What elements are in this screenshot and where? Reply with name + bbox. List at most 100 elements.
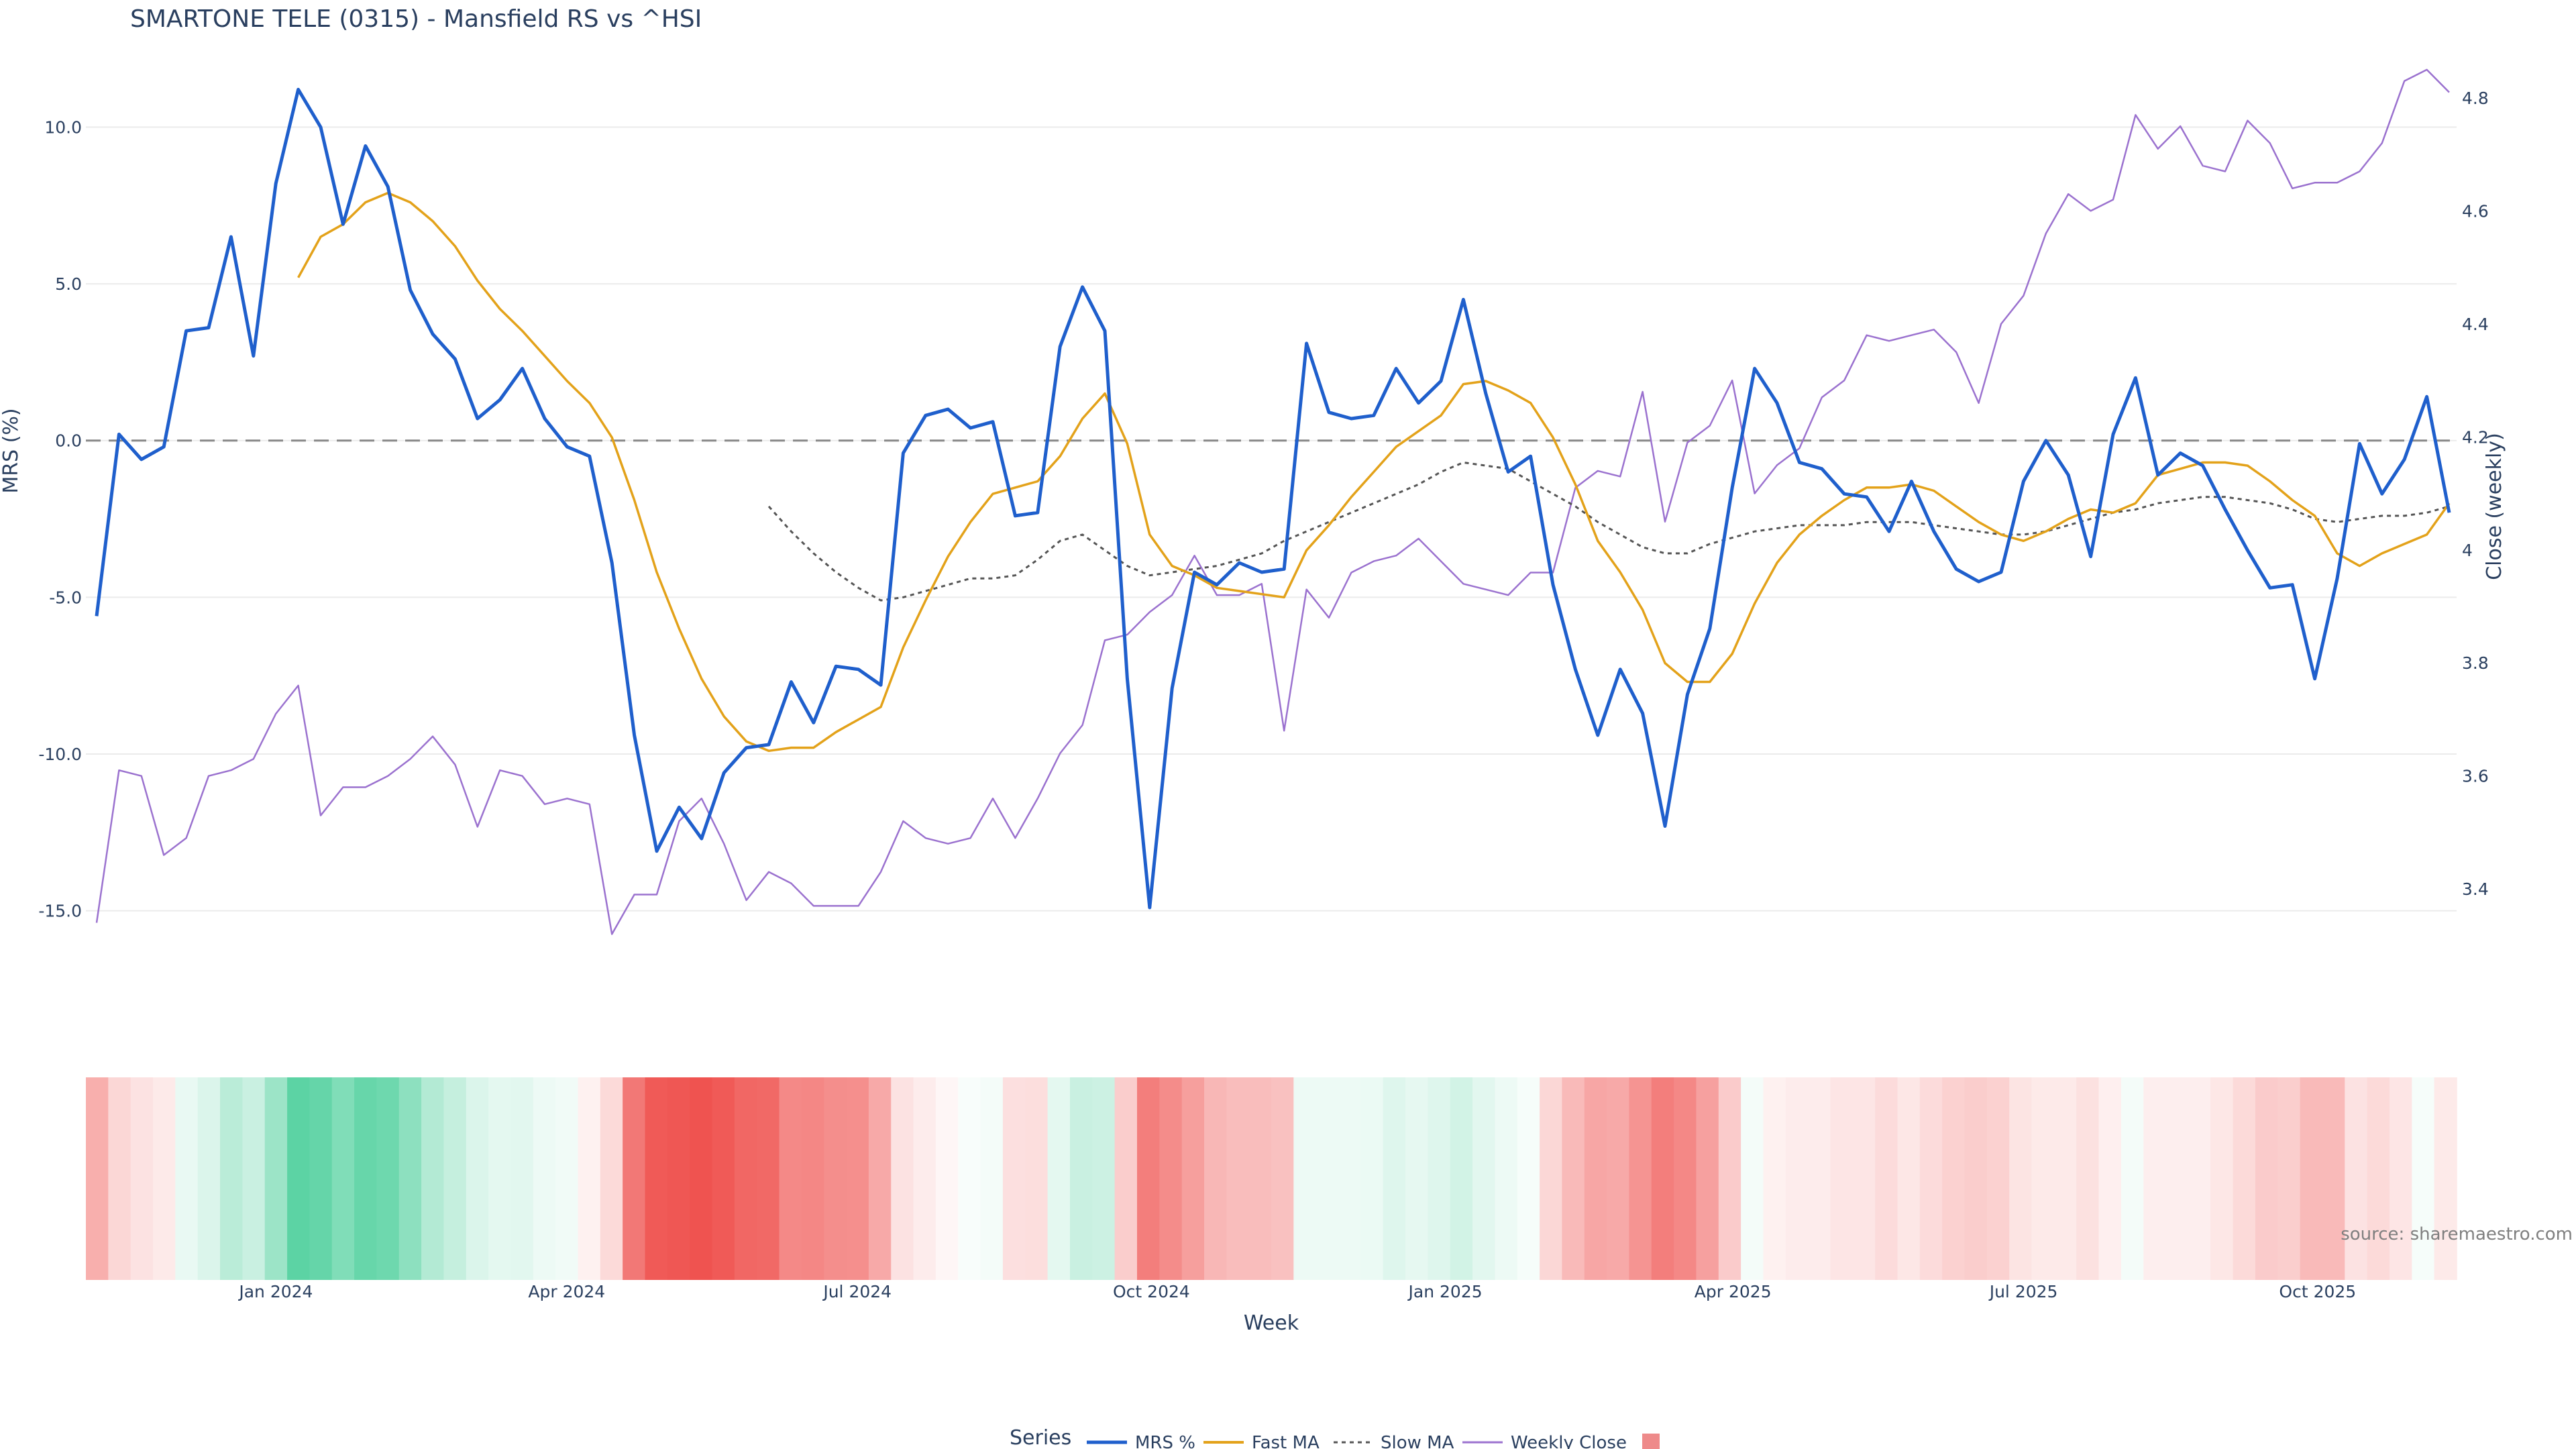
x-tick-label: Jul 2024 (822, 1282, 892, 1301)
heatmap-cell (1696, 1077, 1719, 1280)
right-y-axis-title: Close (weekly) (2483, 433, 2506, 580)
heatmap-cell (220, 1077, 244, 1280)
heatmap-cell (1718, 1077, 1741, 1280)
heatmap-cell (1092, 1077, 1116, 1280)
heatmap-cell (2031, 1077, 2055, 1280)
heatmap-cell (1562, 1077, 1585, 1280)
y-tick-label: 5.0 (55, 274, 82, 294)
heatmap-cell (2367, 1077, 2390, 1280)
heatmap-cell (1897, 1077, 1921, 1280)
heatmap-cell (1942, 1077, 1966, 1280)
heatmap-cell (1159, 1077, 1183, 1280)
heatmap-cell (2255, 1077, 2279, 1280)
x-tick-label: Jan 2025 (1407, 1282, 1483, 1301)
heatmap-cell (645, 1077, 668, 1280)
y2-tick-label: 4.4 (2462, 315, 2489, 334)
heatmap-cell (1785, 1077, 1809, 1280)
heatmap-cell (1248, 1077, 1272, 1280)
heatmap-cell (1428, 1077, 1451, 1280)
x-tick-label: Oct 2025 (2279, 1282, 2356, 1301)
heatmap-cell (488, 1077, 512, 1280)
heatmap-cell (2345, 1077, 2368, 1280)
legend-label-weekly-close: Weekly Close (1511, 1433, 1627, 1449)
series-line-slow-ma (767, 461, 2450, 602)
heatmap-cell (1271, 1077, 1295, 1280)
heatmap-cell (1338, 1077, 1362, 1280)
heatmap-cell (2121, 1077, 2145, 1280)
heatmap-cell (824, 1077, 847, 1280)
y-tick-label: 10.0 (44, 117, 82, 137)
heatmap-cell (578, 1077, 601, 1280)
heatmap-cell (1964, 1077, 1988, 1280)
heatmap-cell (421, 1077, 445, 1280)
x-tick-label: Apr 2025 (1695, 1282, 1772, 1301)
heatmap-cell (2389, 1077, 2413, 1280)
heatmap-cell (197, 1077, 221, 1280)
x-tick-label: Apr 2024 (528, 1282, 605, 1301)
heatmap-cell (1114, 1077, 1138, 1280)
heatmap-cell (1540, 1077, 1563, 1280)
heatmap-cell (801, 1077, 825, 1280)
heatmap-cell (2009, 1077, 2033, 1280)
legend-title: Series (1010, 1426, 1071, 1449)
y2-tick-label: 4.8 (2462, 89, 2489, 108)
heatmap-cell (264, 1077, 288, 1280)
heatmap-cell (935, 1077, 959, 1280)
heatmap-cell (130, 1077, 154, 1280)
heatmap-cell (2277, 1077, 2301, 1280)
heatmap-cell (1830, 1077, 1854, 1280)
left-y-axis-title: MRS (%) (0, 408, 23, 493)
heatmap-cell (1875, 1077, 1898, 1280)
heatmap-cell (1360, 1077, 1384, 1280)
x-tick-label: Jan 2024 (237, 1282, 313, 1301)
heatmap-cell (1808, 1077, 1831, 1280)
heatmap-cell (1226, 1077, 1250, 1280)
heatmap-cell (555, 1077, 579, 1280)
legend-item-fast-ma[interactable]: Fast MA (1203, 1433, 1320, 1449)
y-tick-label: -15.0 (38, 902, 82, 921)
heatmap-cell (868, 1077, 892, 1280)
heatmap-cell (331, 1077, 355, 1280)
legend-item-slow-ma[interactable]: Slow MA (1334, 1433, 1454, 1449)
heatmap-cell (287, 1077, 311, 1280)
x-tick-label: Oct 2024 (1113, 1282, 1190, 1301)
y2-tick-label: 4 (2462, 541, 2473, 560)
legend-label-mrs: MRS % (1135, 1433, 1195, 1449)
heatmap-cell (913, 1077, 936, 1280)
heatmap-cell (309, 1077, 333, 1280)
series-line-weekly-close (95, 68, 2450, 935)
heatmap-cell (1025, 1077, 1049, 1280)
heatmap-cell (757, 1077, 780, 1280)
heatmap-cell (2300, 1077, 2323, 1280)
y-tick-label: -5.0 (49, 588, 82, 607)
heatmap-cell (690, 1077, 713, 1280)
heatmap-cell (398, 1077, 422, 1280)
legend-item-heatmap[interactable] (1642, 1434, 1660, 1449)
heatmap-cell (86, 1077, 109, 1280)
x-tick-label: Jul 2025 (1988, 1282, 2058, 1301)
heatmap-cell (466, 1077, 489, 1280)
heatmap-cell (2188, 1077, 2212, 1280)
heatmap-cell (354, 1077, 378, 1280)
grid-lines (86, 126, 2457, 912)
heatmap-cell (1383, 1077, 1406, 1280)
heatmap-cell (2210, 1077, 2234, 1280)
legend-item-weekly-close[interactable]: Weekly Close (1462, 1433, 1627, 1449)
heatmap-cell (1495, 1077, 1518, 1280)
heatmap-cell (600, 1077, 623, 1280)
heatmap-cell (2434, 1077, 2457, 1280)
heatmap-cell (1741, 1077, 1764, 1280)
heatmap-cell (1852, 1077, 1876, 1280)
heatmap-cell (2412, 1077, 2435, 1280)
heatmap-cell (958, 1077, 981, 1280)
series-line-mrs (95, 87, 2451, 910)
heatmap-cell (533, 1077, 556, 1280)
heatmap-cell (2098, 1077, 2122, 1280)
y-tick-label: -10.0 (38, 745, 82, 764)
legend-item-mrs[interactable]: MRS % (1087, 1433, 1195, 1449)
legend-label-fast-ma: Fast MA (1252, 1433, 1320, 1449)
heatmap-cell (175, 1077, 199, 1280)
left-y-axis: 10.0 5.0 0.0 -5.0 -10.0 -15.0 (38, 117, 82, 920)
heatmap-cell (623, 1077, 646, 1280)
